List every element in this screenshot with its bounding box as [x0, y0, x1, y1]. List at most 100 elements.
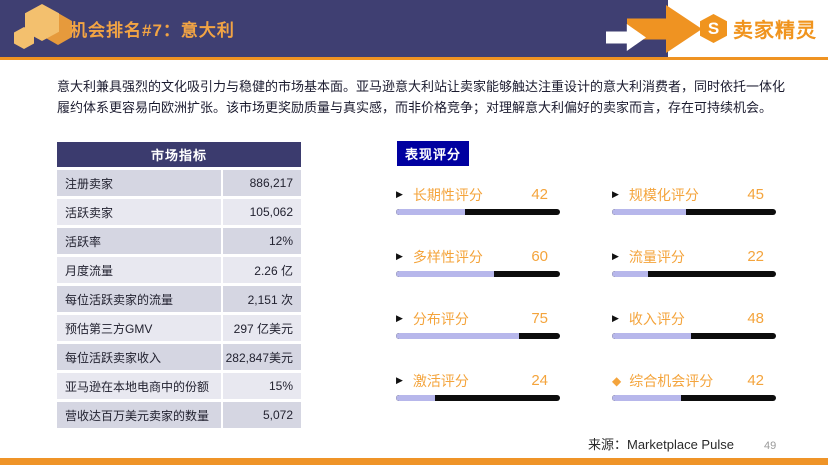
- table-row: 活跃率 12%: [57, 228, 301, 254]
- intro-paragraph: 意大利兼具强烈的文化吸引力与稳健的市场基本面。亚马逊意大利站让卖家能够触达注重设…: [57, 79, 786, 115]
- market-metrics-table: 市场指标 注册卖家 886,217 活跃卖家 105,062 活跃率 12% 月度流量 2.2…: [57, 142, 301, 428]
- score-value: 24: [531, 372, 548, 389]
- score-item: ▶ 流量评分 22: [612, 247, 776, 277]
- score-item: ▶ 规模化评分 45: [612, 185, 776, 215]
- metric-value: 2,151 次: [221, 286, 301, 312]
- score-head: ▶ 流量评分 22: [612, 247, 764, 266]
- score-head: ◆ 综合机会评分 42: [612, 371, 764, 390]
- table-row: 每位活跃卖家收入 282,847美元: [57, 344, 301, 370]
- table-row: 预估第三方GMV 297 亿美元: [57, 315, 301, 341]
- table-row: 月度流量 2.26 亿: [57, 257, 301, 283]
- table-row: 注册卖家 886,217: [57, 170, 301, 196]
- table-row: 亚马逊在本地电商中的份额 15%: [57, 373, 301, 399]
- score-bar-fill: [396, 395, 436, 401]
- score-bar-track: [612, 333, 776, 339]
- metric-label: 营收达百万美元卖家的数量: [57, 402, 221, 428]
- table-row: 营收达百万美元卖家的数量 5,072: [57, 402, 301, 428]
- brand-name: 卖家精灵: [733, 20, 817, 42]
- score-head: ▶ 激活评分 24: [396, 371, 548, 390]
- header-underline: [0, 57, 828, 60]
- metric-label: 每位活跃卖家收入: [57, 344, 221, 370]
- score-bar-fill: [396, 333, 519, 339]
- footer: 来源：Marketplace Pulse 49: [588, 434, 776, 453]
- score-label: 收入评分: [628, 310, 685, 327]
- score-bar-fill: [612, 209, 686, 215]
- metric-value: 105,062: [221, 199, 301, 225]
- score-bar-fill: [612, 271, 649, 277]
- metric-value: 886,217: [221, 170, 301, 196]
- metric-value: 282,847美元: [221, 344, 301, 370]
- score-bar-track: [612, 209, 776, 215]
- metric-value: 297 亿美元: [221, 315, 301, 341]
- score-bar-fill: [396, 209, 465, 215]
- table-row: 活跃卖家 105,062: [57, 199, 301, 225]
- score-bar-fill: [612, 333, 691, 339]
- score-head: ▶ 规模化评分 45: [612, 185, 764, 204]
- metrics-rows: 注册卖家 886,217 活跃卖家 105,062 活跃率 12% 月度流量 2.26 亿每位…: [57, 170, 301, 428]
- score-label: 长期性评分: [412, 186, 483, 203]
- score-label: 规模化评分: [628, 186, 699, 203]
- diamond-bullet-icon: ◆: [612, 373, 622, 388]
- triangle-bullet-icon: ▶: [396, 251, 403, 261]
- metric-label: 注册卖家: [57, 170, 221, 196]
- page-title: 机会排名#7：意大利: [70, 21, 235, 40]
- source-credit: 来源：Marketplace Pulse: [588, 437, 734, 452]
- score-value: 42: [531, 186, 548, 203]
- score-item: ▶ 激活评分 24: [396, 371, 560, 401]
- score-item: ▶ 长期性评分 42: [396, 185, 560, 215]
- table-title: 市场指标: [57, 142, 301, 167]
- metric-label: 亚马逊在本地电商中的份额: [57, 373, 221, 399]
- score-item: ▶ 收入评分 48: [612, 309, 776, 339]
- score-head: ▶ 长期性评分 42: [396, 185, 548, 204]
- score-bar-fill: [612, 395, 681, 401]
- score-value: 48: [747, 310, 764, 327]
- table-row: 每位活跃卖家的流量 2,151 次: [57, 286, 301, 312]
- metric-label: 月度流量: [57, 257, 221, 283]
- metric-value: 15%: [221, 373, 301, 399]
- score-bar-track: [612, 395, 776, 401]
- score-item: ◆ 综合机会评分 42: [612, 371, 776, 401]
- score-value: 75: [531, 310, 548, 327]
- metric-value: 2.26 亿: [221, 257, 301, 283]
- score-bar-track: [612, 271, 776, 277]
- score-value: 42: [747, 372, 764, 389]
- score-head: ▶ 多样性评分 60: [396, 247, 548, 266]
- score-label: 分布评分: [412, 310, 469, 327]
- score-label: 综合机会评分: [629, 372, 714, 389]
- score-value: 60: [531, 248, 548, 265]
- triangle-bullet-icon: ▶: [612, 313, 619, 323]
- score-bar-track: [396, 209, 560, 215]
- page-number: 49: [763, 440, 777, 452]
- score-bar-track: [396, 271, 560, 277]
- score-bar-track: [396, 333, 560, 339]
- triangle-bullet-icon: ▶: [612, 251, 619, 261]
- score-value: 45: [747, 186, 764, 203]
- score-label: 流量评分: [628, 248, 685, 265]
- triangle-bullet-icon: ▶: [396, 375, 403, 385]
- metric-label: 预估第三方GMV: [57, 315, 221, 341]
- score-head: ▶ 收入评分 48: [612, 309, 764, 328]
- sellersprite-logo: S 卖家精灵: [700, 0, 817, 57]
- triangle-bullet-icon: ▶: [396, 313, 403, 323]
- triangle-bullet-icon: ▶: [612, 189, 619, 199]
- score-head: ▶ 分布评分 75: [396, 309, 548, 328]
- score-item: ▶ 多样性评分 60: [396, 247, 560, 277]
- score-grid: ▶ 长期性评分 42 ▶ 规模化评分 45 ▶ 多样性评分 60 ▶ 流量评分 22 ▶ 分布评分 75 ▶ 收…: [396, 185, 776, 401]
- score-value: 22: [747, 248, 764, 265]
- metric-value: 12%: [221, 228, 301, 254]
- hexagon-icon-small: [14, 27, 34, 49]
- score-bar-track: [396, 395, 560, 401]
- triangle-bullet-icon: ▶: [396, 189, 403, 199]
- score-label: 多样性评分: [412, 248, 483, 265]
- metric-label: 活跃卖家: [57, 199, 221, 225]
- metric-label: 每位活跃卖家的流量: [57, 286, 221, 312]
- metric-value: 5,072: [221, 402, 301, 428]
- metric-label: 活跃率: [57, 228, 221, 254]
- score-bar-fill: [396, 271, 495, 277]
- sellersprite-hexagon-icon: S: [700, 14, 727, 43]
- performance-scores-badge: 表现评分: [397, 141, 470, 166]
- bottom-accent-bar: [0, 458, 828, 465]
- score-label: 激活评分: [412, 372, 469, 389]
- score-item: ▶ 分布评分 75: [396, 309, 560, 339]
